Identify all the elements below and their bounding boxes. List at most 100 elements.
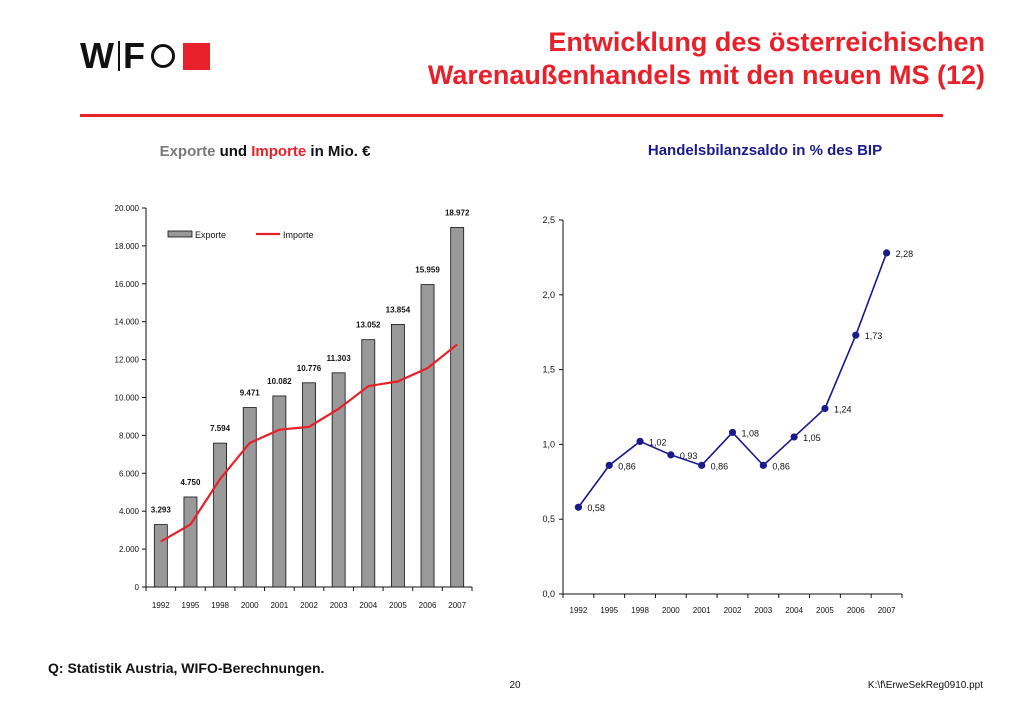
- data-point-label: 0,86: [711, 461, 729, 471]
- bar-value-label: 15.959: [415, 266, 440, 275]
- y-tick-label: 6.000: [119, 469, 140, 478]
- data-point: [667, 451, 675, 459]
- y-tick-label: 18.000: [115, 242, 140, 251]
- data-point-label: 0,93: [680, 451, 698, 461]
- x-tick-label: 2002: [724, 606, 742, 615]
- data-point: [698, 461, 706, 469]
- x-tick-label: 1998: [211, 601, 229, 610]
- bar-exporte: [450, 227, 465, 588]
- bar-exporte: [272, 395, 287, 588]
- bar-exporte: [390, 324, 405, 588]
- bar-exporte: [331, 372, 346, 588]
- logo-bar: [117, 41, 120, 71]
- x-tick-label: 2000: [241, 601, 259, 610]
- data-point: [605, 461, 613, 469]
- data-point: [574, 503, 583, 511]
- bar-value-label: 10.082: [267, 377, 292, 386]
- x-tick-label: 2006: [419, 601, 437, 610]
- bar-value-label: 18.972: [445, 208, 470, 217]
- bar-exporte: [213, 442, 228, 588]
- y-tick-label: 0,0: [542, 589, 555, 599]
- logo-square: [182, 42, 210, 70]
- source-note: Q: Statistik Austria, WIFO-Berechnungen.: [48, 660, 325, 676]
- x-tick-label: 1995: [600, 606, 618, 615]
- bar-value-label: 3.293: [151, 506, 172, 515]
- y-tick-label: 2,5: [542, 215, 555, 225]
- y-tick-label: 1,0: [542, 439, 555, 449]
- bar-value-label: 10.776: [297, 364, 322, 373]
- data-point-label: 0,86: [618, 461, 636, 471]
- x-tick-label: 2001: [270, 601, 288, 610]
- title-rule: [80, 114, 943, 117]
- bar-value-label: 13.052: [356, 321, 381, 330]
- x-tick-label: 2007: [878, 606, 896, 615]
- data-point: [759, 461, 767, 469]
- right-chart-heading: Handelsbilanzsaldo in % des BIP: [647, 142, 883, 159]
- data-point-label: 1,05: [803, 433, 821, 443]
- x-tick-label: 2002: [300, 601, 318, 610]
- page-number: 20: [509, 680, 521, 691]
- x-tick-label: 2000: [662, 606, 680, 615]
- y-tick-label: 14.000: [115, 318, 140, 327]
- x-tick-label: 2003: [330, 601, 348, 610]
- data-point-label: 1,24: [834, 404, 852, 414]
- bar-value-label: 13.854: [386, 305, 411, 314]
- y-tick-label: 4.000: [119, 507, 140, 516]
- y-tick-label: 12.000: [115, 356, 140, 365]
- heading-exporte: Exporte: [159, 143, 216, 160]
- data-point-label: 0,58: [587, 503, 605, 513]
- bar-exporte: [420, 284, 435, 588]
- y-tick-label: 2.000: [119, 545, 140, 554]
- y-tick-label: 0,5: [542, 514, 555, 524]
- x-tick-label: 1998: [631, 606, 649, 615]
- logo-circle: [150, 44, 175, 68]
- data-point-label: 0,86: [772, 461, 790, 471]
- data-point: [852, 331, 860, 339]
- x-tick-label: 1992: [570, 606, 588, 615]
- heading-unit: in Mio. €: [306, 143, 371, 160]
- y-tick-label: 2,0: [542, 290, 555, 300]
- file-path: K:\f\ErweSekReg0910.ppt: [867, 680, 983, 691]
- bar-value-label: 11.303: [327, 354, 352, 363]
- y-tick-label: 10.000: [115, 394, 140, 403]
- legend-swatch-exporte: [167, 230, 193, 238]
- y-tick-label: 1,5: [542, 365, 555, 375]
- data-point-label: 1,73: [865, 331, 883, 341]
- y-tick-label: 0: [135, 583, 140, 592]
- wifo-logo: W F: [80, 36, 210, 76]
- logo-letters-w: W: [80, 35, 115, 76]
- bar-exporte: [361, 339, 376, 588]
- y-tick-label: 20.000: [115, 204, 140, 213]
- heading-importe: Importe: [251, 143, 307, 160]
- x-tick-label: 2005: [816, 606, 834, 615]
- x-tick-label: 2006: [847, 606, 865, 615]
- x-tick-label: 1992: [152, 601, 170, 610]
- bar-value-label: 4.750: [180, 478, 201, 487]
- data-point: [882, 249, 891, 257]
- x-tick-label: 2005: [389, 601, 407, 610]
- y-tick-label: 8.000: [119, 431, 140, 440]
- data-point: [821, 404, 829, 413]
- x-tick-label: 1995: [182, 601, 200, 610]
- x-tick-label: 2001: [693, 606, 711, 615]
- legend-label-importe: Importe: [283, 230, 314, 240]
- bar-exporte: [302, 382, 316, 588]
- data-point-label: 2,28: [896, 249, 914, 259]
- bar-value-label: 9.471: [240, 389, 261, 398]
- bar-exporte: [242, 407, 257, 588]
- data-point: [790, 433, 798, 441]
- x-tick-label: 2007: [448, 601, 466, 610]
- line-importe: [160, 343, 458, 543]
- y-tick-label: 16.000: [115, 280, 140, 289]
- x-tick-label: 2004: [359, 601, 377, 610]
- data-point-label: 1,02: [649, 437, 667, 447]
- logo-letters-f: F: [122, 35, 146, 76]
- slide-title-line2: Warenaußenhandels mit den neuen MS (12): [427, 60, 985, 90]
- bar-value-label: 7.594: [210, 424, 231, 433]
- data-point: [636, 437, 644, 446]
- heading-und: und: [215, 143, 252, 160]
- data-point: [728, 428, 737, 437]
- x-tick-label: 2004: [785, 606, 803, 615]
